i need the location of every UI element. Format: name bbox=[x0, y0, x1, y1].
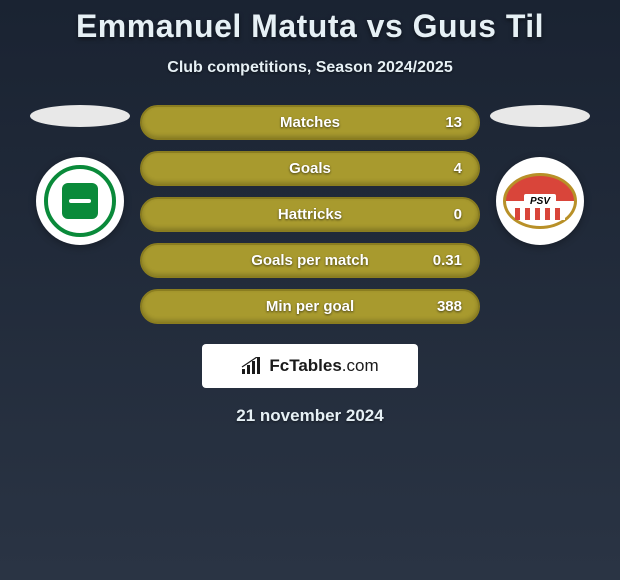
stat-row-mpg: Min per goal 388 bbox=[140, 289, 480, 324]
card-subtitle: Club competitions, Season 2024/2025 bbox=[0, 59, 620, 77]
stat-label: Min per goal bbox=[266, 298, 354, 315]
card-date: 21 november 2024 bbox=[0, 406, 620, 426]
stat-value: 0 bbox=[454, 206, 462, 223]
comparison-card: Emmanuel Matuta vs Guus Til Club competi… bbox=[0, 0, 620, 426]
stat-row-matches: Matches 13 bbox=[140, 105, 480, 140]
stat-value: 388 bbox=[437, 298, 462, 315]
card-title: Emmanuel Matuta vs Guus Til bbox=[0, 8, 620, 45]
content-row: Matches 13 Goals 4 Hattricks 0 Goals per… bbox=[0, 105, 620, 324]
stat-value: 13 bbox=[445, 114, 462, 131]
club-badge-psv: PSV bbox=[496, 157, 584, 245]
psv-logo: PSV bbox=[503, 173, 577, 229]
stat-value: 0.31 bbox=[433, 252, 462, 269]
brand-text: FcTables.com bbox=[269, 356, 378, 376]
bar-chart-icon bbox=[241, 357, 263, 375]
stat-row-hattricks: Hattricks 0 bbox=[140, 197, 480, 232]
stat-label: Matches bbox=[280, 114, 340, 131]
brand-box[interactable]: FcTables.com bbox=[202, 344, 418, 388]
club-badge-groningen bbox=[36, 157, 124, 245]
stat-row-gpm: Goals per match 0.31 bbox=[140, 243, 480, 278]
player-left-column bbox=[20, 105, 140, 245]
groningen-logo bbox=[44, 165, 116, 237]
brand-suffix: .com bbox=[342, 356, 379, 375]
stat-label: Goals bbox=[289, 160, 331, 177]
stat-row-goals: Goals 4 bbox=[140, 151, 480, 186]
brand-name: FcTables bbox=[269, 356, 341, 375]
player-right-column: PSV bbox=[480, 105, 600, 245]
player-left-avatar bbox=[30, 105, 130, 127]
stat-label: Goals per match bbox=[251, 252, 369, 269]
stats-column: Matches 13 Goals 4 Hattricks 0 Goals per… bbox=[140, 105, 480, 324]
player-right-avatar bbox=[490, 105, 590, 127]
stat-value: 4 bbox=[454, 160, 462, 177]
stat-label: Hattricks bbox=[278, 206, 342, 223]
